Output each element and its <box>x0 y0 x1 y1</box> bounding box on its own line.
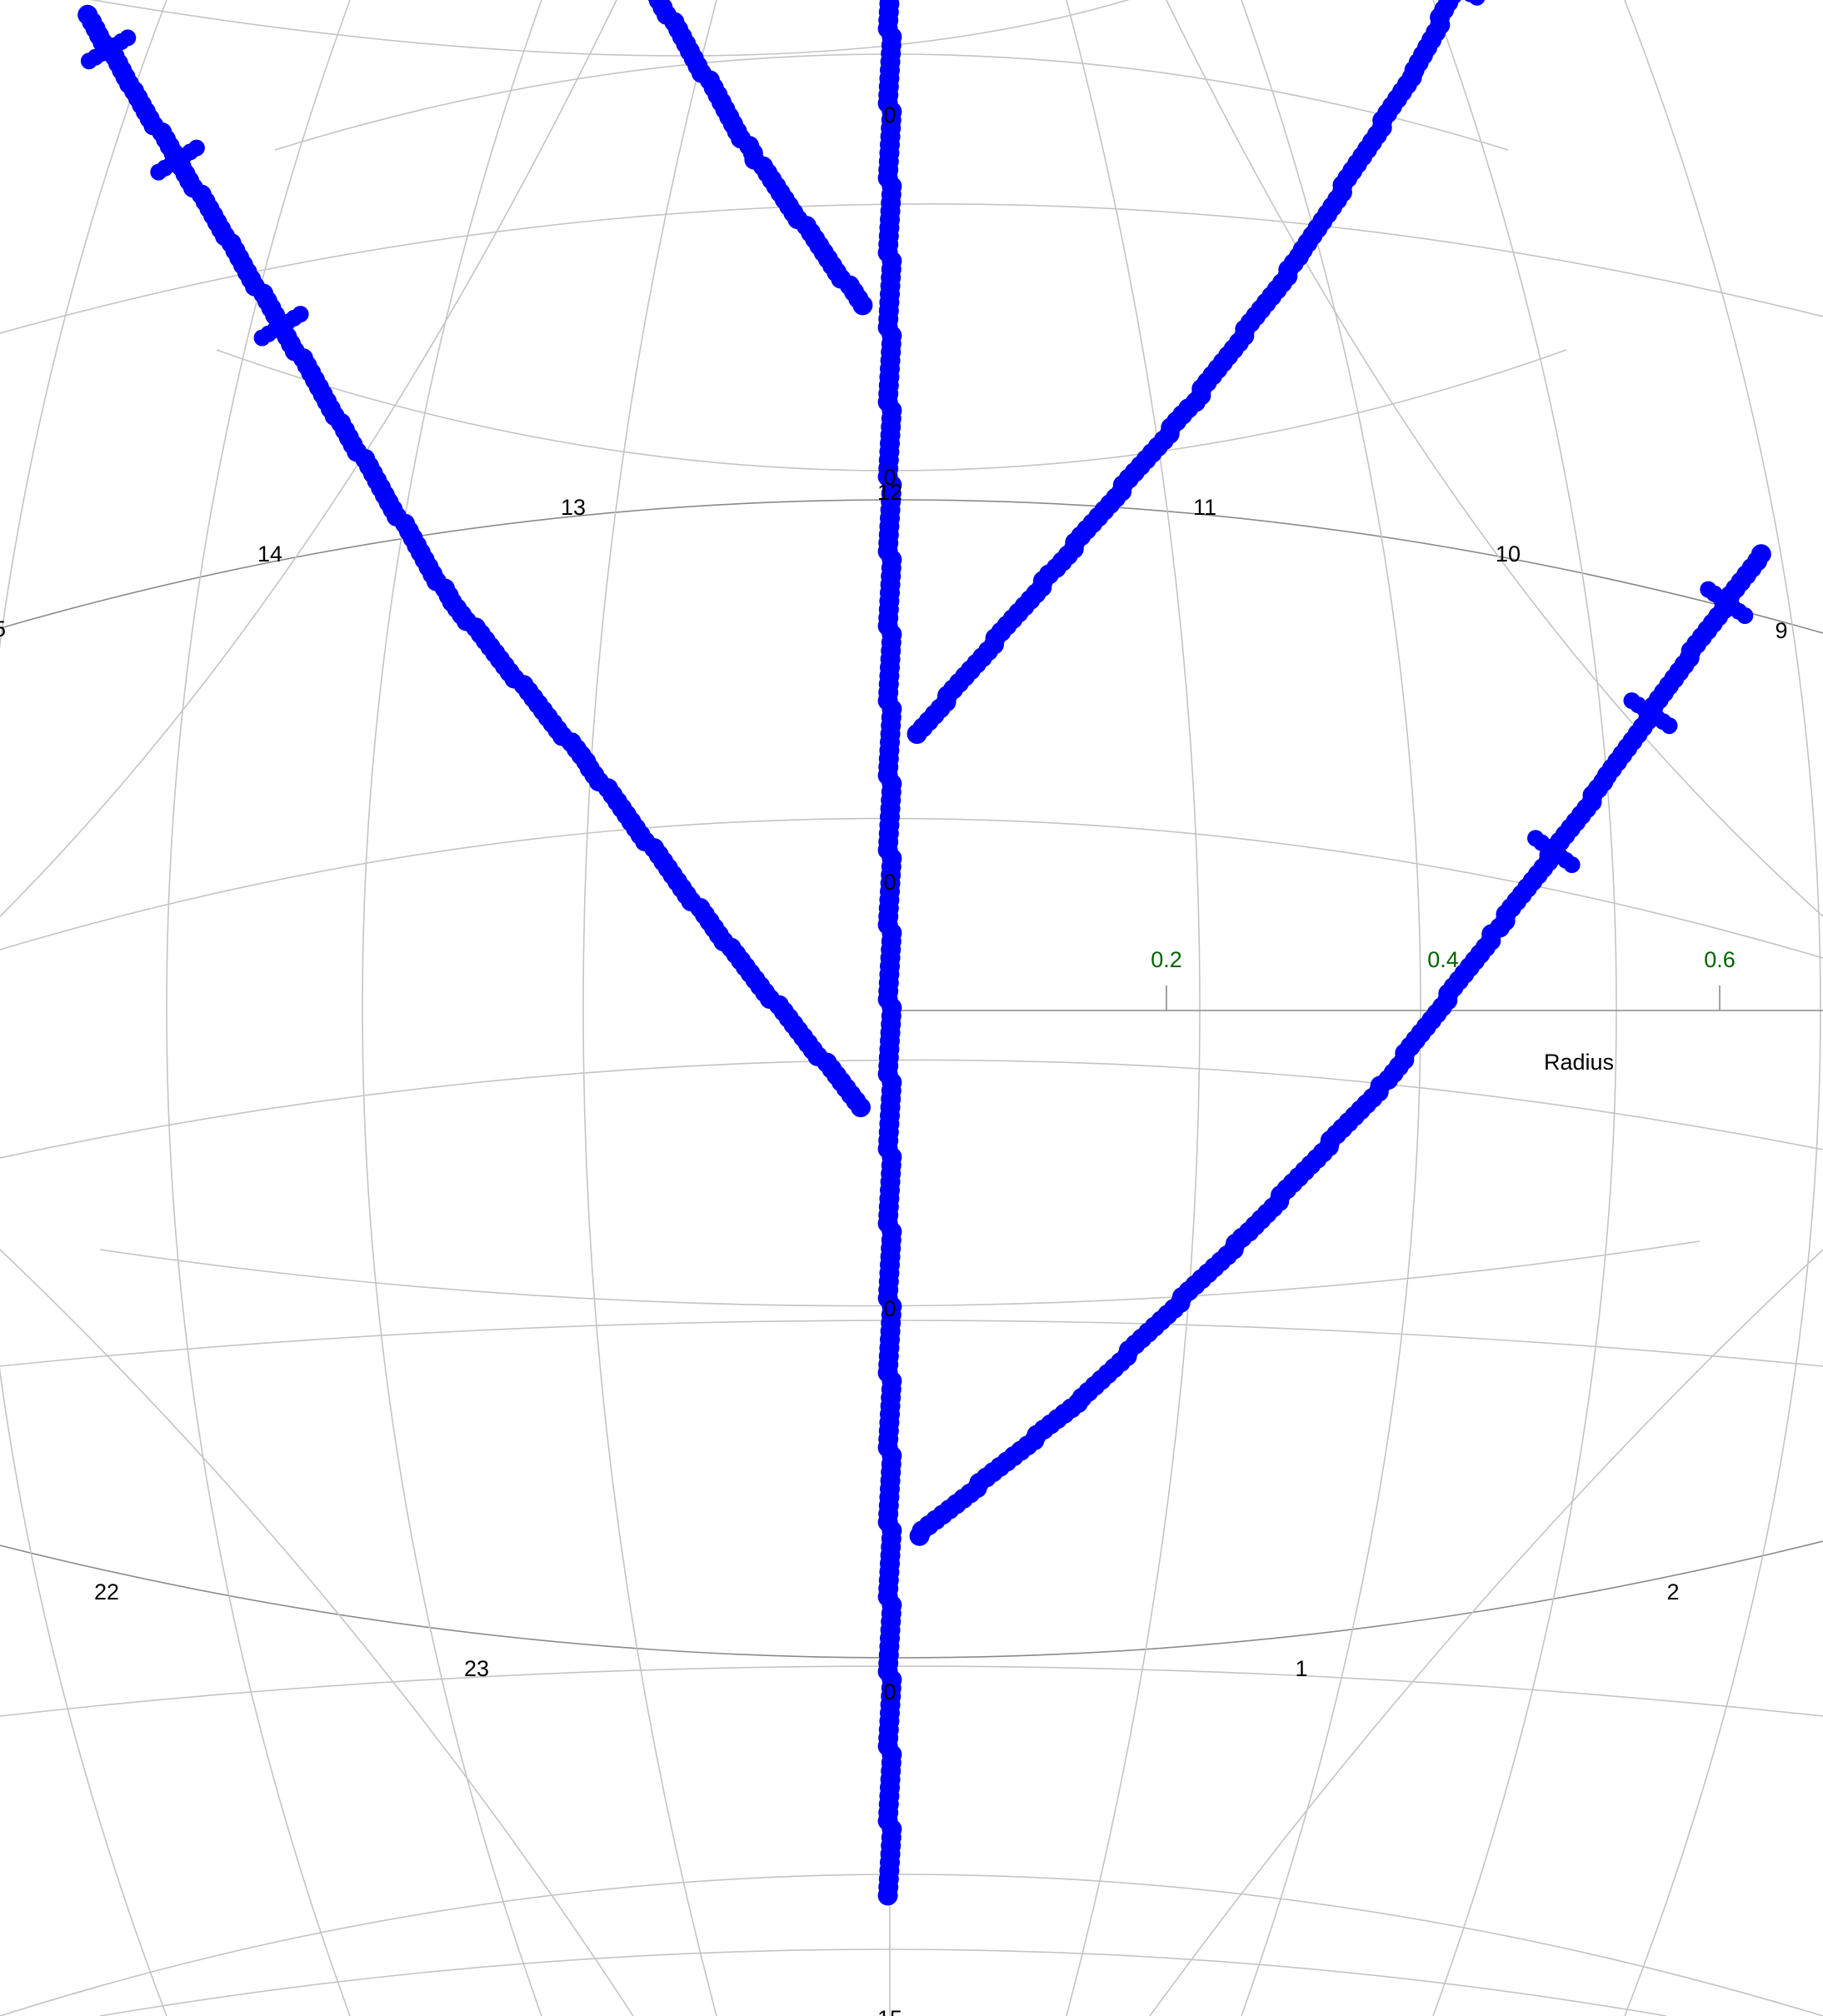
data-point <box>1661 717 1678 735</box>
hour-label: 14 <box>257 541 282 566</box>
center-label: 15 <box>877 2006 902 2016</box>
data-point <box>187 139 205 157</box>
data-point <box>77 4 98 25</box>
hour-label: 23 <box>464 1656 489 1681</box>
hour-labels: 5 14 13 12 11 10 9 22 23 1 2 <box>0 480 1788 1681</box>
hour-label: 13 <box>561 495 586 520</box>
hour-label: 22 <box>94 1579 119 1604</box>
data-point <box>881 0 899 6</box>
hour-label: 5 <box>0 616 6 641</box>
radius-axis-label: Radius <box>1544 1050 1614 1075</box>
data-point <box>1444 0 1461 5</box>
data-point <box>647 0 662 3</box>
center-label: 0 <box>883 870 896 895</box>
hour-label: 1 <box>1295 1656 1307 1681</box>
data-point <box>1751 544 1771 565</box>
center-labels: 0 0 0 0 0 15 <box>877 102 902 2016</box>
hour-label: 11 <box>1193 495 1216 520</box>
center-label: 0 <box>883 102 896 127</box>
data-point <box>292 306 309 323</box>
data-point <box>119 29 137 47</box>
center-label: 0 <box>883 1679 896 1704</box>
hour-label: 12 <box>877 480 902 505</box>
center-label: 0 <box>883 465 896 490</box>
radius-tick-label: 0.6 <box>1704 947 1736 972</box>
hour-label: 9 <box>1775 618 1787 643</box>
data-point <box>1469 0 1486 6</box>
hour-label: 10 <box>1496 541 1521 566</box>
scatter-points <box>77 0 1771 1906</box>
hour-label: 2 <box>1666 1579 1679 1604</box>
data-point <box>1563 856 1581 873</box>
center-label: 0 <box>883 1296 896 1321</box>
radius-tick-label: 0.2 <box>1151 947 1182 972</box>
data-point <box>1736 607 1754 624</box>
radius-tick-label: 0.4 <box>1427 947 1459 972</box>
